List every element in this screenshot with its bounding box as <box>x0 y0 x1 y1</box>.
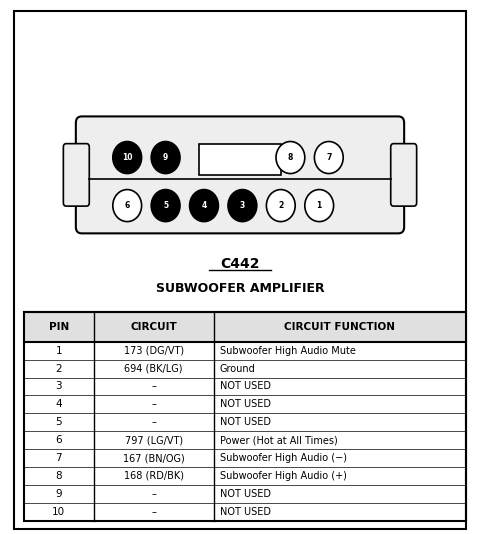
Text: NOT USED: NOT USED <box>220 489 271 499</box>
Text: –: – <box>151 507 156 517</box>
Text: NOT USED: NOT USED <box>220 399 271 410</box>
Text: 2: 2 <box>278 201 283 210</box>
Text: 4: 4 <box>202 201 206 210</box>
Circle shape <box>190 190 218 222</box>
Text: 6: 6 <box>56 435 62 445</box>
Circle shape <box>228 190 257 222</box>
Text: 6: 6 <box>125 201 130 210</box>
Text: Ground: Ground <box>220 364 255 374</box>
Text: 9: 9 <box>56 489 62 499</box>
Text: 9: 9 <box>163 153 168 162</box>
Text: 8: 8 <box>56 471 62 481</box>
Text: 1: 1 <box>56 345 62 356</box>
Circle shape <box>314 142 343 174</box>
Text: 1: 1 <box>317 201 322 210</box>
Text: 2: 2 <box>56 364 62 374</box>
Text: CIRCUIT: CIRCUIT <box>130 322 177 332</box>
Text: 10: 10 <box>122 153 132 162</box>
Text: –: – <box>151 399 156 410</box>
FancyBboxPatch shape <box>391 144 417 206</box>
Text: NOT USED: NOT USED <box>220 417 271 427</box>
Text: Power (Hot at All Times): Power (Hot at All Times) <box>220 435 337 445</box>
Text: Subwoofer High Audio (−): Subwoofer High Audio (−) <box>220 453 347 463</box>
Circle shape <box>276 142 305 174</box>
Text: 173 (DG/VT): 173 (DG/VT) <box>123 345 184 356</box>
Text: Subwoofer High Audio (+): Subwoofer High Audio (+) <box>220 471 347 481</box>
Text: 5: 5 <box>163 201 168 210</box>
FancyBboxPatch shape <box>63 144 89 206</box>
Circle shape <box>151 190 180 222</box>
Text: 3: 3 <box>56 381 62 391</box>
Text: CIRCUIT FUNCTION: CIRCUIT FUNCTION <box>284 322 395 332</box>
Bar <box>24 312 466 342</box>
Circle shape <box>266 190 295 222</box>
Text: 8: 8 <box>288 153 293 162</box>
Text: SUBWOOFER AMPLIFIER: SUBWOOFER AMPLIFIER <box>156 282 324 295</box>
FancyBboxPatch shape <box>76 116 404 233</box>
Circle shape <box>305 190 334 222</box>
FancyBboxPatch shape <box>14 11 466 529</box>
Text: 4: 4 <box>56 399 62 410</box>
Circle shape <box>113 190 142 222</box>
Text: NOT USED: NOT USED <box>220 381 271 391</box>
Text: 694 (BK/LG): 694 (BK/LG) <box>124 364 183 374</box>
Circle shape <box>113 142 142 174</box>
Text: 5: 5 <box>56 417 62 427</box>
Text: –: – <box>151 489 156 499</box>
Text: NOT USED: NOT USED <box>220 507 271 517</box>
Text: 797 (LG/VT): 797 (LG/VT) <box>124 435 183 445</box>
Text: Subwoofer High Audio Mute: Subwoofer High Audio Mute <box>220 345 356 356</box>
Circle shape <box>151 142 180 174</box>
Text: C442: C442 <box>220 257 260 271</box>
Text: PIN: PIN <box>48 322 69 332</box>
Text: 168 (RD/BK): 168 (RD/BK) <box>124 471 183 481</box>
Text: 10: 10 <box>52 507 65 517</box>
Text: –: – <box>151 381 156 391</box>
Text: –: – <box>151 417 156 427</box>
Text: 167 (BN/OG): 167 (BN/OG) <box>123 453 184 463</box>
Bar <box>24 312 466 521</box>
Text: 7: 7 <box>56 453 62 463</box>
Text: 3: 3 <box>240 201 245 210</box>
Bar <box>199 144 281 175</box>
Text: 7: 7 <box>326 153 332 162</box>
